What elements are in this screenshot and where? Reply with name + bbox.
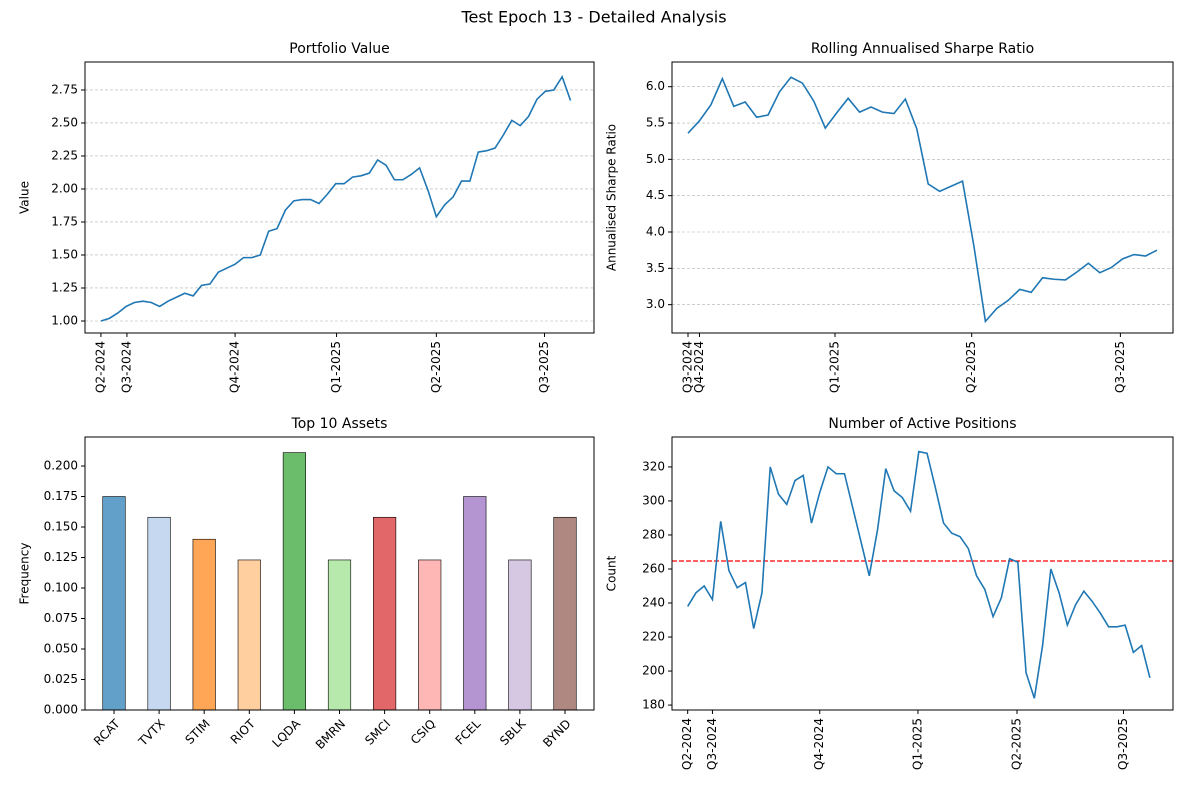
y-tick-label: 1.25 bbox=[51, 280, 78, 294]
x-tick-label: Q1-2025 bbox=[827, 341, 841, 393]
bar bbox=[373, 516, 397, 711]
bar bbox=[553, 516, 577, 711]
y-tick-label: 5.0 bbox=[646, 152, 665, 166]
bar bbox=[508, 559, 532, 711]
y-tick-label: 2.25 bbox=[51, 148, 78, 162]
bar bbox=[237, 559, 261, 711]
y-axis-label: Annualised Sharpe Ratio bbox=[605, 124, 619, 271]
x-tick-label: Q4-2024 bbox=[228, 341, 242, 393]
y-tick-label: 3.0 bbox=[646, 297, 665, 311]
bar bbox=[102, 496, 126, 711]
y-tick-label: 2.00 bbox=[51, 181, 78, 195]
x-tick-label: Q3-2025 bbox=[1113, 341, 1127, 393]
data-line bbox=[687, 76, 1158, 324]
x-tick-label: Q2-2024 bbox=[93, 341, 107, 393]
y-tick-label: 220 bbox=[642, 630, 665, 644]
y-tick-label: 2.50 bbox=[51, 115, 78, 129]
y-axis-label: Frequency bbox=[18, 543, 32, 605]
bar bbox=[463, 496, 487, 711]
bar bbox=[327, 559, 352, 711]
x-tick-label: Q1-2025 bbox=[329, 341, 343, 393]
y-tick-label: 240 bbox=[642, 596, 665, 610]
y-tick-label: 200 bbox=[642, 664, 665, 678]
x-tick-label: Q4-2024 bbox=[692, 341, 706, 393]
y-tick-label: 0.150 bbox=[44, 520, 78, 534]
x-tick-label: Q3-2024 bbox=[119, 341, 133, 393]
y-tick-label: 0.200 bbox=[44, 459, 78, 473]
data-line bbox=[686, 450, 1151, 699]
y-tick-label: 0.000 bbox=[44, 703, 78, 717]
y-tick-label: 4.5 bbox=[646, 188, 665, 202]
y-tick-label: 3.5 bbox=[646, 261, 665, 275]
chart-title: Portfolio Value bbox=[289, 41, 390, 57]
axes-frame bbox=[84, 436, 595, 711]
chart-title: Number of Active Positions bbox=[828, 416, 1016, 432]
axes-frame bbox=[84, 61, 595, 334]
y-axis-label: Value bbox=[18, 181, 32, 214]
y-tick-label: 0.025 bbox=[44, 672, 78, 686]
y-tick-label: 6.0 bbox=[646, 79, 665, 93]
x-tick-label: Q3-2024 bbox=[705, 718, 719, 770]
bar bbox=[418, 559, 442, 711]
x-tick-label: Q2-2025 bbox=[1010, 718, 1024, 770]
x-tick-label: Q1-2025 bbox=[910, 718, 924, 770]
chart-title: Top 10 Assets bbox=[291, 416, 388, 432]
y-tick-label: 0.075 bbox=[44, 611, 78, 625]
figure-title: Test Epoch 13 - Detailed Analysis bbox=[460, 8, 726, 27]
axes-frame bbox=[671, 436, 1174, 711]
x-tick-label: Q4-2024 bbox=[812, 718, 826, 770]
y-tick-label: 180 bbox=[642, 698, 665, 712]
y-tick-label: 1.50 bbox=[51, 247, 78, 261]
x-tick-label: Q2-2025 bbox=[964, 341, 978, 393]
y-tick-label: 300 bbox=[642, 493, 665, 507]
chart-title: Rolling Annualised Sharpe Ratio bbox=[811, 41, 1034, 57]
y-tick-label: 0.050 bbox=[44, 642, 78, 656]
x-tick-label: Q2-2024 bbox=[680, 718, 694, 770]
y-tick-label: 1.00 bbox=[51, 313, 78, 327]
y-tick-label: 320 bbox=[642, 459, 665, 473]
y-tick-label: 0.175 bbox=[44, 489, 78, 503]
y-tick-label: 4.0 bbox=[646, 225, 665, 239]
bar bbox=[192, 538, 216, 711]
y-tick-label: 0.125 bbox=[44, 550, 78, 564]
x-tick-label: Q3-2024 bbox=[681, 341, 695, 393]
y-tick-label: 1.75 bbox=[51, 214, 78, 228]
y-tick-label: 260 bbox=[642, 561, 665, 575]
y-tick-label: 5.5 bbox=[646, 116, 665, 130]
x-tick-label: Q2-2025 bbox=[429, 341, 443, 393]
y-axis-label: Count bbox=[605, 555, 619, 591]
bar bbox=[282, 452, 306, 711]
x-tick-label: Q3-2025 bbox=[1116, 718, 1130, 770]
data-line bbox=[100, 74, 572, 322]
y-tick-label: 0.100 bbox=[44, 581, 78, 595]
bar bbox=[147, 516, 171, 711]
x-tick-label: Q3-2025 bbox=[537, 341, 551, 393]
axes-frame bbox=[671, 61, 1174, 334]
y-tick-label: 2.75 bbox=[51, 82, 78, 96]
y-tick-label: 280 bbox=[642, 527, 665, 541]
